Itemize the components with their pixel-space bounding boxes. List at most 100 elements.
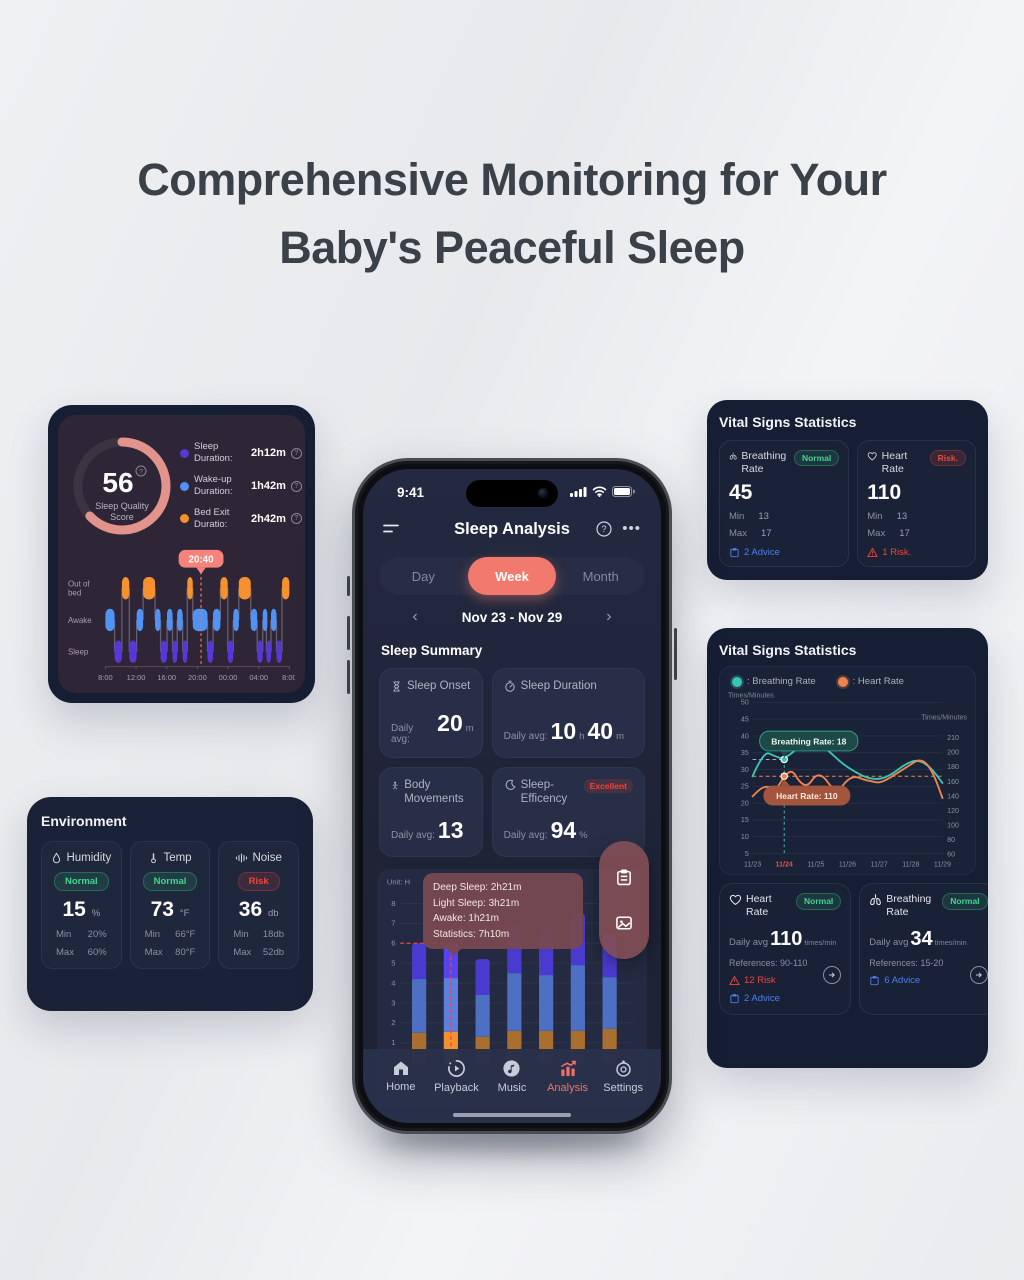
temp-max: 80°F — [175, 947, 196, 958]
tab-month[interactable]: Month — [582, 568, 619, 584]
tile-name: Sleep Onset — [407, 680, 471, 692]
avg-label: Daily avg: — [503, 830, 548, 841]
heart-advice-link[interactable]: 2 Advice — [729, 993, 841, 1004]
nav-analysis[interactable]: Analysis — [540, 1059, 596, 1123]
music-icon — [503, 1060, 521, 1077]
date-range-label: Nov 23 - Nov 29 — [461, 609, 563, 625]
temp-status-badge: Normal — [142, 872, 198, 891]
nav-settings[interactable]: Settings — [595, 1059, 651, 1123]
sleep-quality-card-inner: 56 ? Sleep Quality Score Sleep Duration:… — [58, 415, 305, 693]
stat-name: Heart Rate — [746, 893, 772, 918]
min-label: Min — [233, 929, 249, 940]
advice-text: 2 Advice — [744, 547, 780, 559]
svg-text:180: 180 — [947, 763, 959, 771]
legend-breathing: : Breathing Rate — [732, 676, 816, 687]
risk-text: 12 Risk — [744, 974, 776, 986]
breathing-advice-link[interactable]: 6 Advice — [869, 975, 987, 986]
temp-min: 66°F — [175, 929, 196, 940]
svg-text:00:00: 00:00 — [219, 673, 238, 682]
breathing-advice-link[interactable]: 2 Advice — [729, 547, 839, 558]
svg-text:80: 80 — [947, 836, 955, 844]
environment-card: Environment Humidity Normal 15 % Min 20%… — [27, 797, 313, 1011]
heart-detail-arrow-button[interactable] — [823, 966, 842, 985]
tile-unit-hours: h — [579, 731, 585, 742]
hourglass-icon — [393, 681, 400, 692]
svg-text:60: 60 — [947, 851, 955, 859]
arrow-right-icon — [975, 972, 982, 978]
svg-text:12:00: 12:00 — [127, 673, 146, 682]
floating-action-pill — [599, 841, 649, 959]
svg-text:Times/Minutes: Times/Minutes — [728, 692, 774, 700]
nav-music[interactable]: Music — [484, 1059, 540, 1123]
avg-label: Daily avg — [729, 936, 769, 948]
next-week-chevron[interactable]: › — [606, 608, 612, 625]
heart-risk-link[interactable]: 12 Risk — [729, 975, 841, 986]
tab-day[interactable]: Day — [411, 568, 435, 584]
advice-icon — [870, 975, 879, 985]
breathing-references: References: 15-20 — [869, 957, 944, 968]
svg-text:Out of: Out of — [68, 579, 90, 588]
heart-min: 13 — [896, 511, 908, 523]
help-icon[interactable]: ? — [290, 447, 302, 459]
period-tabs: Day Week Month — [379, 557, 645, 595]
svg-text:11/29: 11/29 — [934, 861, 951, 869]
more-options-icon[interactable]: ••• — [622, 520, 641, 537]
menu-icon[interactable] — [383, 523, 399, 535]
warning-icon — [867, 547, 879, 558]
min-label: Min — [867, 511, 883, 523]
svg-text:120: 120 — [947, 807, 959, 815]
advice-text: 2 Advice — [744, 992, 780, 1004]
tile-name: Body Movements — [404, 779, 464, 805]
help-icon[interactable]: ? — [290, 513, 302, 525]
svg-text:11/26: 11/26 — [839, 861, 856, 869]
svg-text:200: 200 — [947, 749, 959, 757]
avg-label: Daily avg: — [391, 830, 435, 841]
tile-value-minutes: 40 — [587, 718, 614, 744]
help-icon[interactable]: ? — [290, 480, 302, 492]
report-button[interactable] — [615, 868, 633, 886]
sleep-quality-legend: Sleep Duration: 2h12m ? Wake-up Duration… — [180, 441, 304, 530]
lungs-icon — [870, 894, 882, 906]
legend-row-bedexit: Bed Exit Duratio: 2h42m ? — [180, 507, 302, 531]
home-indicator[interactable] — [453, 1113, 571, 1117]
gallery-button[interactable] — [615, 914, 633, 932]
breathing-detail-arrow-button[interactable] — [969, 966, 988, 985]
tab-week[interactable]: Week — [467, 557, 557, 595]
sleep-stage-chart: Out of bed Awake Sleep 8:00 12:00 16:00 20:00 00… — [68, 549, 295, 689]
body-movement-icon — [392, 781, 398, 790]
temperature-icon — [151, 853, 157, 864]
sleep-onset-tile: Sleep Onset Daily avg: 20 m — [379, 668, 483, 758]
heart-risk-link[interactable]: 1 Risk. — [867, 547, 966, 558]
svg-text:15: 15 — [741, 816, 749, 824]
max-label: Max — [729, 528, 747, 540]
svg-text:Unit: H: Unit: H — [387, 877, 410, 886]
svg-text:?: ? — [602, 524, 607, 534]
svg-text:20:00: 20:00 — [188, 673, 207, 682]
svg-text:40: 40 — [741, 732, 749, 740]
min-label: Min — [144, 929, 160, 940]
help-icon[interactable]: ? — [596, 521, 612, 537]
nav-playback[interactable]: Playback — [429, 1059, 485, 1123]
heart-rate-stat-panel: Heart Rate Normal Daily avg 110 times/mi… — [719, 883, 852, 1016]
tile-unit: % — [579, 830, 588, 841]
body-movements-tile: Body Movements Daily avg: 13 — [379, 767, 483, 857]
tooltip-light-sleep: Light Sleep: 3h21m — [433, 897, 520, 909]
date-navigator: ‹ Nov 23 - Nov 29 › — [363, 608, 661, 626]
svg-text:1: 1 — [391, 1038, 395, 1047]
nav-home[interactable]: Home — [373, 1059, 429, 1123]
temp-panel: Temp Normal 73 °F Min 66°F Max 80°F — [129, 841, 211, 969]
prev-week-chevron[interactable]: ‹ — [412, 608, 418, 625]
sleep-quality-gauge: 56 ? Sleep Quality Score — [68, 430, 176, 542]
breathing-dot-icon — [732, 676, 742, 687]
vital-signs-card: Vital Signs Statistics Breathing Rate No… — [707, 400, 988, 580]
nav-label: Music — [497, 1082, 527, 1094]
nav-label: Analysis — [547, 1082, 589, 1094]
analysis-icon — [560, 1060, 576, 1077]
sleep-summary-grid: Sleep Onset Daily avg: 20 m Sleep Durati… — [379, 668, 645, 857]
heart-max: 17 — [899, 528, 910, 540]
volume-up-button — [347, 616, 350, 650]
score-caption-1: Sleep Quality — [95, 501, 149, 511]
tile-value-hours: 10 — [550, 718, 577, 744]
humidity-max: 60% — [87, 947, 107, 958]
signal-icon — [570, 487, 587, 497]
